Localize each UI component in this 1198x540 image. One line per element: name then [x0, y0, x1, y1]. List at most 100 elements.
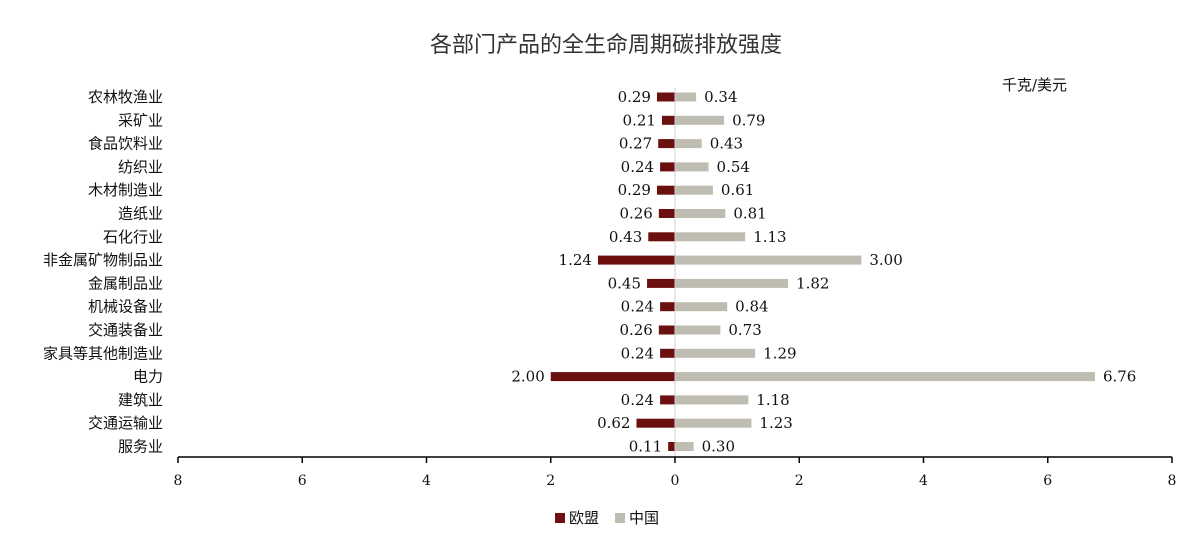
bar-eu	[658, 209, 675, 218]
bar-eu	[658, 325, 675, 335]
value-label-china: 0.34	[704, 88, 737, 106]
bar-eu	[660, 348, 675, 358]
x-tick-label: 8	[1168, 473, 1177, 489]
category-label: 石化行业	[103, 228, 163, 246]
value-label-china: 6.76	[1103, 368, 1136, 386]
bar-china	[675, 209, 726, 218]
bar-china	[675, 139, 702, 149]
category-label: 采矿业	[118, 111, 163, 129]
value-label-eu: 0.24	[621, 158, 654, 176]
x-tick-label: 2	[546, 473, 555, 489]
value-label-china: 0.73	[728, 321, 761, 339]
value-label-eu: 0.26	[619, 205, 652, 223]
bar-eu	[647, 278, 675, 288]
bar-eu	[658, 139, 675, 149]
x-tick-label: 0	[671, 473, 680, 489]
value-label-china: 1.29	[763, 344, 796, 362]
legend: 欧盟 中国	[555, 509, 659, 527]
value-label-eu: 0.29	[618, 181, 651, 199]
bar-eu	[661, 115, 675, 125]
x-tick-label: 2	[795, 473, 804, 489]
bar-eu	[668, 442, 675, 451]
value-label-eu: 0.29	[618, 88, 651, 106]
value-label-china: 1.13	[753, 228, 786, 246]
legend-label-china: 中国	[629, 509, 659, 527]
legend-swatch-eu	[555, 513, 565, 523]
unit-label: 千克/美元	[1002, 76, 1067, 94]
x-tick-label: 6	[298, 473, 307, 489]
bar-china	[675, 372, 1095, 382]
category-label: 农林牧渔业	[88, 88, 163, 106]
bar-china	[675, 92, 697, 102]
category-label: 金属制品业	[88, 274, 163, 292]
bar-eu	[656, 92, 675, 102]
x-tick-label: 4	[422, 473, 431, 489]
value-label-eu: 0.27	[619, 135, 652, 153]
value-label-china: 3.00	[869, 251, 902, 269]
bar-china	[675, 115, 725, 125]
bar-china	[675, 348, 756, 358]
category-label: 交通装备业	[88, 321, 163, 339]
category-label: 非金属矿物制品业	[43, 251, 163, 269]
value-label-eu: 0.62	[597, 414, 630, 432]
value-label-china: 0.81	[733, 205, 766, 223]
bar-eu	[550, 372, 675, 382]
value-label-china: 0.79	[732, 111, 765, 129]
value-label-china: 1.23	[759, 414, 792, 432]
bar-eu	[660, 162, 675, 172]
value-label-china: 1.82	[796, 274, 829, 292]
value-label-china: 0.54	[717, 158, 750, 176]
value-label-eu: 1.24	[559, 251, 592, 269]
bar-china	[675, 255, 862, 265]
bars-group: 农林牧渔业 0.29 0.34 采矿业 0.21 0.79 食品饮料业 0.27 0.43 纺织业…	[43, 88, 1136, 457]
value-label-eu: 0.26	[619, 321, 652, 339]
category-label: 建筑业	[118, 391, 163, 409]
bar-china	[675, 185, 713, 195]
value-label-china: 0.43	[710, 135, 743, 153]
bar-eu	[660, 395, 675, 405]
x-tick-label: 8	[174, 473, 183, 489]
bar-eu	[660, 302, 675, 312]
bar-eu	[656, 185, 675, 195]
category-label: 交通运输业	[88, 414, 163, 432]
chart-title: 各部门产品的全生命周期碳排放强度	[430, 33, 782, 58]
bar-china	[675, 395, 749, 405]
value-label-eu: 2.00	[511, 368, 544, 386]
bar-eu	[597, 255, 675, 265]
category-label: 木材制造业	[88, 181, 163, 199]
value-label-eu: 0.11	[629, 438, 662, 456]
value-label-eu: 0.43	[609, 228, 642, 246]
bar-china	[675, 278, 789, 288]
legend-label-eu: 欧盟	[569, 509, 599, 527]
value-label-eu: 0.24	[621, 344, 654, 362]
value-label-china: 1.18	[756, 391, 789, 409]
x-tick-label: 6	[1043, 473, 1052, 489]
value-label-china: 0.30	[702, 438, 735, 456]
category-label: 服务业	[118, 438, 163, 456]
category-label: 食品饮料业	[88, 135, 163, 153]
bar-china	[675, 232, 746, 242]
category-label: 纺织业	[118, 158, 163, 176]
category-label: 机械设备业	[88, 298, 163, 316]
value-label-eu: 0.45	[608, 274, 641, 292]
bar-china	[675, 325, 721, 335]
legend-swatch-china	[615, 513, 625, 523]
value-label-china: 0.61	[721, 181, 754, 199]
bar-china	[675, 418, 752, 428]
bar-eu	[648, 232, 675, 242]
bar-china	[675, 162, 709, 172]
category-label: 家具等其他制造业	[43, 344, 163, 362]
x-tick-label: 4	[919, 473, 928, 489]
bar-china	[675, 442, 694, 451]
bar-eu	[636, 418, 675, 428]
value-label-eu: 0.24	[621, 298, 654, 316]
value-label-eu: 0.24	[621, 391, 654, 409]
bar-china	[675, 302, 728, 312]
value-label-eu: 0.21	[623, 111, 656, 129]
value-label-china: 0.84	[735, 298, 768, 316]
x-axis: 8 6 4 2 0 2 4 6 8	[174, 456, 1177, 489]
category-label: 电力	[133, 368, 163, 386]
category-label: 造纸业	[118, 205, 163, 223]
